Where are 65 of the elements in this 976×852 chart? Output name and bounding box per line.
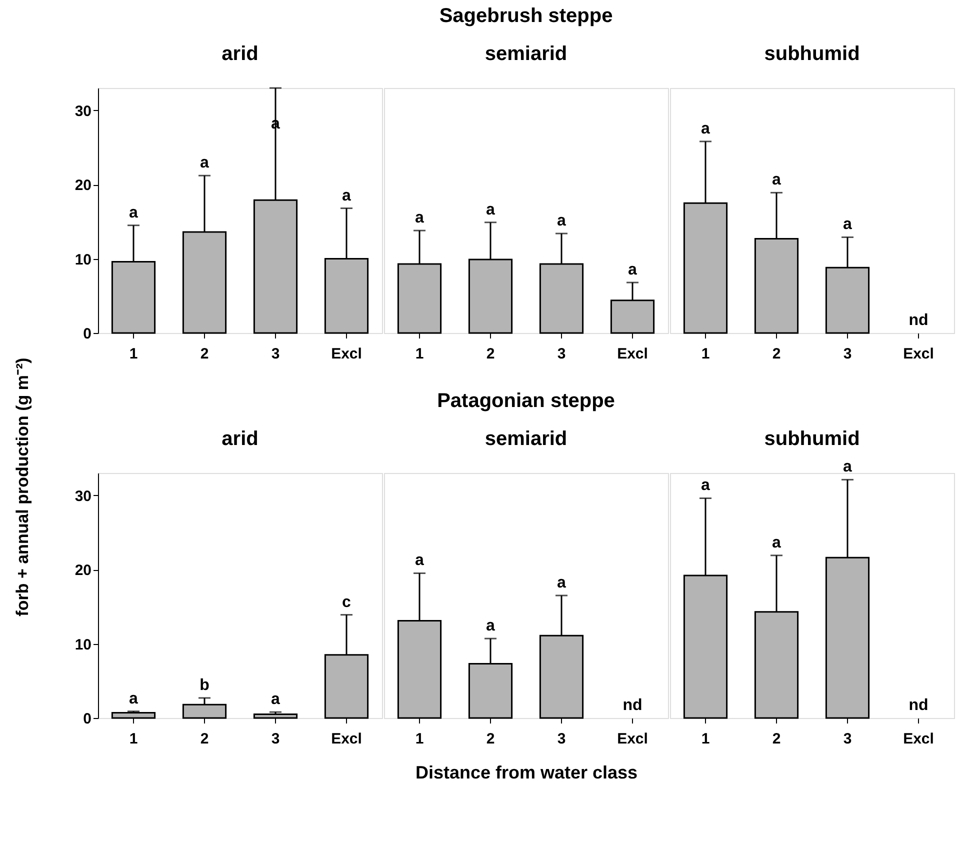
annotation: a	[200, 154, 210, 172]
x-tick-label: 1	[701, 730, 710, 748]
x-tick-label: 2	[772, 346, 781, 362]
annotation: c	[342, 594, 352, 611]
annotation: nd	[908, 697, 928, 714]
x-tick-label: 3	[271, 730, 280, 748]
x-tick-label: 2	[486, 346, 495, 362]
x-tick-label: Excl	[331, 346, 362, 362]
chart-title: arid	[222, 43, 258, 65]
x-tick-label: 3	[557, 730, 566, 748]
x-tick-label: Excl	[331, 730, 362, 748]
annotation: a	[415, 552, 424, 570]
chart-subtitle: Sagebrush steppe	[439, 5, 613, 27]
chart-subtitle: Patagonian steppe	[437, 390, 615, 412]
x-tick-label: 3	[557, 346, 566, 362]
x-tick-label: Excl	[903, 346, 934, 362]
annotation: a	[486, 201, 496, 218]
annotation: a	[415, 210, 424, 227]
annotation: a	[701, 120, 710, 138]
chart-title: semiarid	[484, 43, 568, 65]
x-axis-title: Distance from water class	[415, 762, 638, 782]
y-axis-title: forb + annual production (g m⁻²)	[13, 358, 32, 616]
x-tick-label: 1	[129, 346, 138, 362]
x-tick-label: Excl	[617, 346, 648, 362]
x-tick-label: Excl	[617, 730, 648, 748]
x-tick-label: 2	[200, 730, 209, 748]
chart-title: arid	[222, 428, 258, 450]
y-tick-label: 20	[74, 177, 92, 194]
x-tick-label: 1	[415, 346, 424, 362]
y-tick-label: 30	[74, 488, 92, 505]
annotation: b	[200, 676, 210, 694]
x-tick-label: 3	[843, 346, 852, 362]
chart-title: subhumid	[764, 428, 860, 450]
annotation: a	[271, 691, 280, 708]
annotation: a	[342, 187, 352, 204]
annotation: a	[129, 204, 138, 222]
annotation: a	[129, 690, 138, 708]
y-tick-label: 30	[74, 102, 92, 120]
x-tick-label: 3	[271, 346, 280, 362]
annotation: nd	[908, 312, 928, 329]
y-tick-label: 0	[83, 326, 92, 342]
y-tick-label: 10	[74, 636, 92, 654]
chart-title: subhumid	[764, 43, 860, 65]
x-tick-label: 1	[129, 730, 138, 748]
x-tick-label: 2	[486, 730, 495, 748]
annotation: a	[772, 172, 782, 189]
annotation: a	[843, 458, 852, 476]
annotation: a	[628, 262, 638, 279]
x-tick-label: 1	[701, 346, 710, 362]
x-tick-label: 2	[772, 730, 781, 748]
y-tick-label: 0	[83, 710, 92, 728]
chart-title: semiarid	[484, 428, 568, 450]
annotation: a	[772, 534, 782, 552]
x-tick-label: 3	[843, 730, 852, 748]
annotation: a	[843, 216, 852, 234]
x-tick-label: Excl	[903, 730, 934, 748]
annotation: a	[557, 574, 566, 592]
y-tick-label: 20	[74, 562, 92, 580]
x-tick-label: 2	[200, 346, 209, 362]
annotation: a	[557, 212, 566, 230]
x-tick-label: 1	[415, 730, 424, 748]
annotation: a	[701, 477, 710, 494]
annotation: a	[486, 618, 496, 635]
y-tick-label: 10	[74, 251, 92, 268]
annotation: nd	[622, 697, 642, 714]
